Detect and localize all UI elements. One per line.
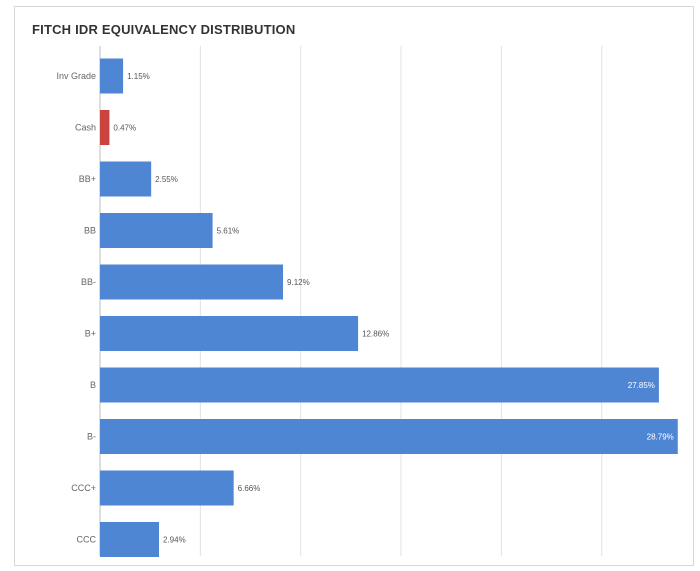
category-label: BB — [84, 226, 96, 236]
category-label: CCC+ — [71, 483, 96, 493]
data-label: 2.94% — [163, 536, 186, 545]
bar-cash[interactable] — [100, 110, 110, 145]
category-label: Cash — [75, 123, 96, 133]
category-label: BB+ — [79, 174, 96, 184]
data-label: 28.79% — [647, 433, 674, 442]
bar-b[interactable] — [100, 367, 659, 403]
bar-bb[interactable] — [100, 213, 213, 248]
bar-cccplus[interactable] — [100, 470, 234, 506]
data-label: 27.85% — [628, 381, 655, 390]
data-label: 0.47% — [113, 124, 136, 133]
category-label: B+ — [85, 329, 96, 339]
bar-bbminus[interactable] — [100, 264, 284, 300]
labels: Inv Grade 1.15%Cash 0.47%BB+ 2.55%BB 5.61%BB… — [56, 71, 673, 545]
data-label: 5.61% — [217, 227, 240, 236]
bar-bminus[interactable] — [100, 419, 678, 454]
category-label: B- — [87, 432, 96, 442]
bar-bplus[interactable] — [100, 316, 359, 351]
data-label: 6.66% — [238, 484, 261, 493]
category-label: BB- — [81, 277, 96, 287]
data-label: 1.15% — [127, 72, 150, 81]
category-label: CCC — [77, 535, 97, 545]
bar-bbplus[interactable] — [100, 161, 152, 197]
category-label: B — [90, 380, 96, 390]
data-label: 9.12% — [287, 278, 310, 287]
data-label: 12.86% — [362, 330, 389, 339]
category-label: Inv Grade — [56, 71, 96, 81]
chart-title: FITCH IDR EQUIVALENCY DISTRIBUTION — [32, 22, 296, 37]
data-label: 2.55% — [155, 175, 178, 184]
bar-ccc[interactable] — [100, 522, 160, 557]
bar-inv-grade[interactable] — [100, 58, 124, 94]
bars — [100, 58, 678, 557]
